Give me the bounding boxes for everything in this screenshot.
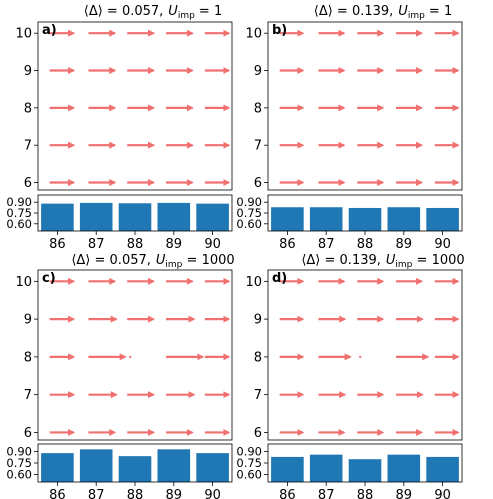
panel-b-bar: [271, 207, 304, 231]
panel-d-bar: [426, 456, 459, 482]
panel-a-ytick-label: 8: [24, 101, 32, 116]
panel-a-bar: [41, 203, 74, 231]
panel-c-bar-ytick-label: 0.60: [6, 467, 32, 481]
panel-b-bar-ytick-label: 0.90: [236, 195, 262, 209]
panel-a-ytick-label: 9: [24, 64, 32, 79]
panel-c-xtick-label: 90: [204, 488, 221, 499]
panel-b-bar: [309, 207, 343, 231]
panel-a-xtick-label: 90: [204, 237, 221, 252]
panel-a-bar: [196, 203, 229, 231]
panel-c-ytick-label: 7: [24, 388, 32, 403]
panel-a-xtick-label: 88: [127, 237, 144, 252]
panel-a-ytick-label: 6: [24, 176, 32, 191]
panel-a-xtick-label: 87: [88, 237, 105, 252]
panel-d-bar-ytick-label: 0.75: [236, 456, 262, 470]
panel-c-title: ⟨Δ⟩ = 0.057, Uimp = 1000: [71, 253, 234, 270]
panel-c-bar: [118, 456, 152, 482]
panel-c-ytick-label: 10: [15, 275, 32, 290]
panel-d-xtick-label: 86: [279, 488, 296, 499]
panel-d-frame: [267, 269, 463, 441]
panel-b-xtick-label: 87: [318, 237, 335, 252]
panel-d-xtick-label: 90: [434, 488, 451, 499]
panel-a-frame: [37, 21, 233, 191]
panel-a-bar-ytick-label: 0.60: [6, 217, 32, 231]
panel-c-xtick-label: 87: [88, 488, 105, 499]
panel-c-xtick-label: 86: [49, 488, 66, 499]
panel-a-bar: [79, 202, 113, 231]
panel-d-ytick-label: 7: [254, 388, 262, 403]
panel-b-ytick-label: 6: [254, 176, 262, 191]
panel-c-xtick-label: 89: [166, 488, 183, 499]
panel-c-ytick-label: 9: [24, 313, 32, 328]
panel-a-label: a): [42, 23, 57, 38]
panel-d-ytick-label: 10: [245, 275, 262, 290]
panel-b-bar: [348, 207, 382, 231]
panel-c-bar: [157, 449, 191, 482]
panel-b-ytick-label: 10: [245, 27, 262, 42]
panel-c-ytick-label: 8: [24, 350, 32, 365]
panel-b-label: b): [272, 23, 287, 38]
panel-c-bar-ytick-label: 0.75: [6, 456, 32, 470]
panel-b-frame: [267, 21, 463, 191]
panel-b-bar: [426, 207, 459, 231]
panel-a-ytick-label: 10: [15, 27, 32, 42]
panel-b-xtick-label: 88: [357, 237, 374, 252]
panel-b-ytick-label: 8: [254, 101, 262, 116]
panel-b-xtick-label: 89: [396, 237, 413, 252]
panel-a-bar-ytick-label: 0.75: [6, 206, 32, 220]
panel-b-title: ⟨Δ⟩ = 0.139, Uimp = 1: [314, 4, 453, 21]
panel-d-xtick-label: 88: [357, 488, 374, 499]
panel-d-xtick-label: 89: [396, 488, 413, 499]
panel-d-bar: [348, 459, 382, 482]
panel-c-ytick-label: 6: [24, 426, 32, 441]
panel-b-bar: [387, 207, 421, 231]
panel-d-ytick-label: 8: [254, 350, 262, 365]
panel-d-bar-ytick-label: 0.60: [236, 467, 262, 481]
panel-d-bar: [271, 456, 304, 482]
panel-b-bar-ytick-label: 0.75: [236, 206, 262, 220]
panel-d-ytick-label: 9: [254, 313, 262, 328]
panel-d-bar-ytick-label: 0.90: [236, 445, 262, 459]
panel-d-bar: [309, 454, 343, 482]
panel-d-xtick-label: 87: [318, 488, 335, 499]
panel-b-xtick-label: 86: [279, 237, 296, 252]
panel-a-bar: [157, 202, 191, 231]
panel-c-vector-arrow: [129, 355, 132, 358]
panel-c-bar: [79, 449, 113, 482]
panel-a-xtick-label: 89: [166, 237, 183, 252]
panel-d-vector-arrow: [359, 355, 362, 358]
panel-c-bar: [196, 453, 229, 482]
panel-b-bar-ytick-label: 0.60: [236, 217, 262, 231]
panel-d-title: ⟨Δ⟩ = 0.139, Uimp = 1000: [301, 253, 464, 270]
panel-a-bar-ytick-label: 0.90: [6, 195, 32, 209]
panel-a-ytick-label: 7: [24, 139, 32, 154]
panel-c-xtick-label: 88: [127, 488, 144, 499]
panel-c-label: c): [42, 271, 56, 286]
panel-d-ytick-label: 6: [254, 426, 262, 441]
panel-b-ytick-label: 7: [254, 139, 262, 154]
panel-b-xtick-label: 90: [434, 237, 451, 252]
panel-a-xtick-label: 86: [49, 237, 66, 252]
panel-d-bar: [387, 454, 421, 482]
panel-a-title: ⟨Δ⟩ = 0.057, Uimp = 1: [84, 4, 223, 21]
panel-c-frame: [37, 269, 233, 441]
panel-c-bar-ytick-label: 0.90: [6, 445, 32, 459]
panel-a-bar: [118, 203, 152, 231]
panel-b-ytick-label: 9: [254, 64, 262, 79]
panel-c-bar: [41, 453, 74, 482]
panel-d-label: d): [272, 271, 287, 286]
